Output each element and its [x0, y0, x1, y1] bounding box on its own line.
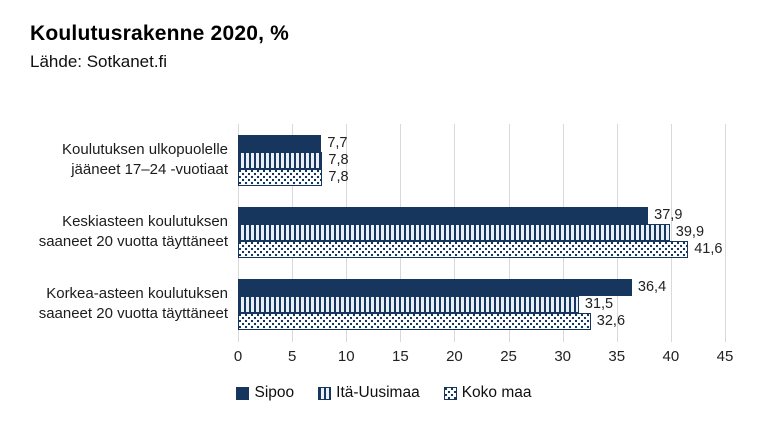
x-tick-label: 5 — [287, 348, 297, 365]
bar-line: 39,9 — [238, 223, 725, 241]
x-axis-labels: 0 5 10 15 20 25 30 35 40 45 — [234, 346, 734, 368]
legend-item-it-uusimaa: Itä-Uusimaa — [318, 384, 420, 402]
chart-header: Koulutusrakenne 2020, % Lähde: Sotkanet.… — [30, 22, 738, 72]
bar-value-label: 31,5 — [584, 296, 614, 312]
x-tick-label: 20 — [446, 348, 463, 365]
bar-value-label: 7,7 — [327, 135, 348, 151]
bar-value-label: 32,6 — [596, 313, 626, 329]
legend-item-koko-maa: Koko maa — [443, 384, 532, 402]
x-tick-label: 30 — [554, 348, 571, 365]
bar-value-label: 41,6 — [694, 241, 723, 257]
bar-it-uusimaa — [238, 295, 579, 313]
x-tick-label: 0 — [233, 348, 243, 365]
bar-group: 36,4 31,5 32,6 — [238, 278, 725, 330]
legend: Sipoo Itä-Uusimaa Koko maa — [0, 384, 768, 402]
gridline — [725, 124, 726, 342]
x-tick-label: 10 — [337, 348, 355, 365]
bar-sipoo — [238, 278, 632, 296]
bar-sipoo — [238, 134, 322, 152]
bar-line: 32,6 — [238, 312, 725, 330]
bar-line: 41,6 — [238, 240, 725, 258]
x-tick-label: 35 — [608, 348, 626, 365]
x-tick-label: 45 — [716, 348, 734, 365]
bar-koko-maa — [238, 240, 689, 258]
category-label: Keskiasteen koulutuksen saaneet 20 vuott… — [38, 212, 228, 250]
legend-swatch-solid-icon — [236, 386, 250, 400]
bar-line: 31,5 — [238, 295, 725, 313]
legend-label: Koko maa — [461, 384, 532, 401]
category-row: Koulutuksen ulkopuolelle jääneet 17–24 -… — [30, 124, 725, 196]
bar-it-uusimaa — [238, 151, 323, 169]
bar-value-label: 39,9 — [675, 224, 705, 240]
bar-chart: Koulutuksen ulkopuolelle jääneet 17–24 -… — [30, 124, 726, 342]
bar-value-label: 7,8 — [328, 169, 349, 185]
legend-label: Sipoo — [254, 384, 295, 401]
bar-value-label: 7,8 — [328, 152, 349, 168]
category-label: Koulutuksen ulkopuolelle jääneet 17–24 -… — [62, 140, 228, 178]
x-axis: 0 5 10 15 20 25 30 35 40 45 — [30, 346, 734, 368]
bar-koko-maa — [238, 312, 591, 330]
x-tick-label: 15 — [391, 348, 409, 365]
bar-line: 7,7 — [238, 134, 725, 152]
legend-swatch-dots-icon — [443, 386, 457, 400]
bar-line: 37,9 — [238, 206, 725, 224]
gridline — [670, 124, 672, 342]
legend-swatch-vertical-stripes-icon — [318, 386, 332, 400]
category-row: Keskiasteen koulutuksen saaneet 20 vuott… — [30, 196, 725, 268]
bar-it-uusimaa — [238, 223, 670, 241]
bar-koko-maa — [238, 168, 323, 186]
x-tick-label: 25 — [500, 348, 517, 365]
bar-line: 36,4 — [238, 278, 725, 296]
category-row: Korkea-asteen koulutuksen saaneet 20 vuo… — [30, 268, 725, 340]
category-label: Korkea-asteen koulutuksen saaneet 20 vuo… — [38, 284, 228, 322]
legend-item-sipoo: Sipoo — [236, 384, 294, 402]
bar-group: 37,9 39,9 41,6 — [238, 206, 725, 258]
bar-value-label: 36,4 — [637, 279, 667, 295]
bar-line: 7,8 — [238, 151, 725, 169]
bar-group: 7,7 7,8 7,8 — [238, 134, 725, 186]
bar-line: 7,8 — [238, 168, 725, 186]
legend-label: Itä-Uusimaa — [336, 384, 420, 401]
chart-source: Lähde: Sotkanet.fi — [30, 52, 168, 71]
x-tick-label: 40 — [662, 348, 680, 365]
bar-value-label: 37,9 — [654, 207, 683, 223]
chart-title: Koulutusrakenne 2020, % — [30, 22, 290, 45]
bar-sipoo — [238, 206, 649, 224]
